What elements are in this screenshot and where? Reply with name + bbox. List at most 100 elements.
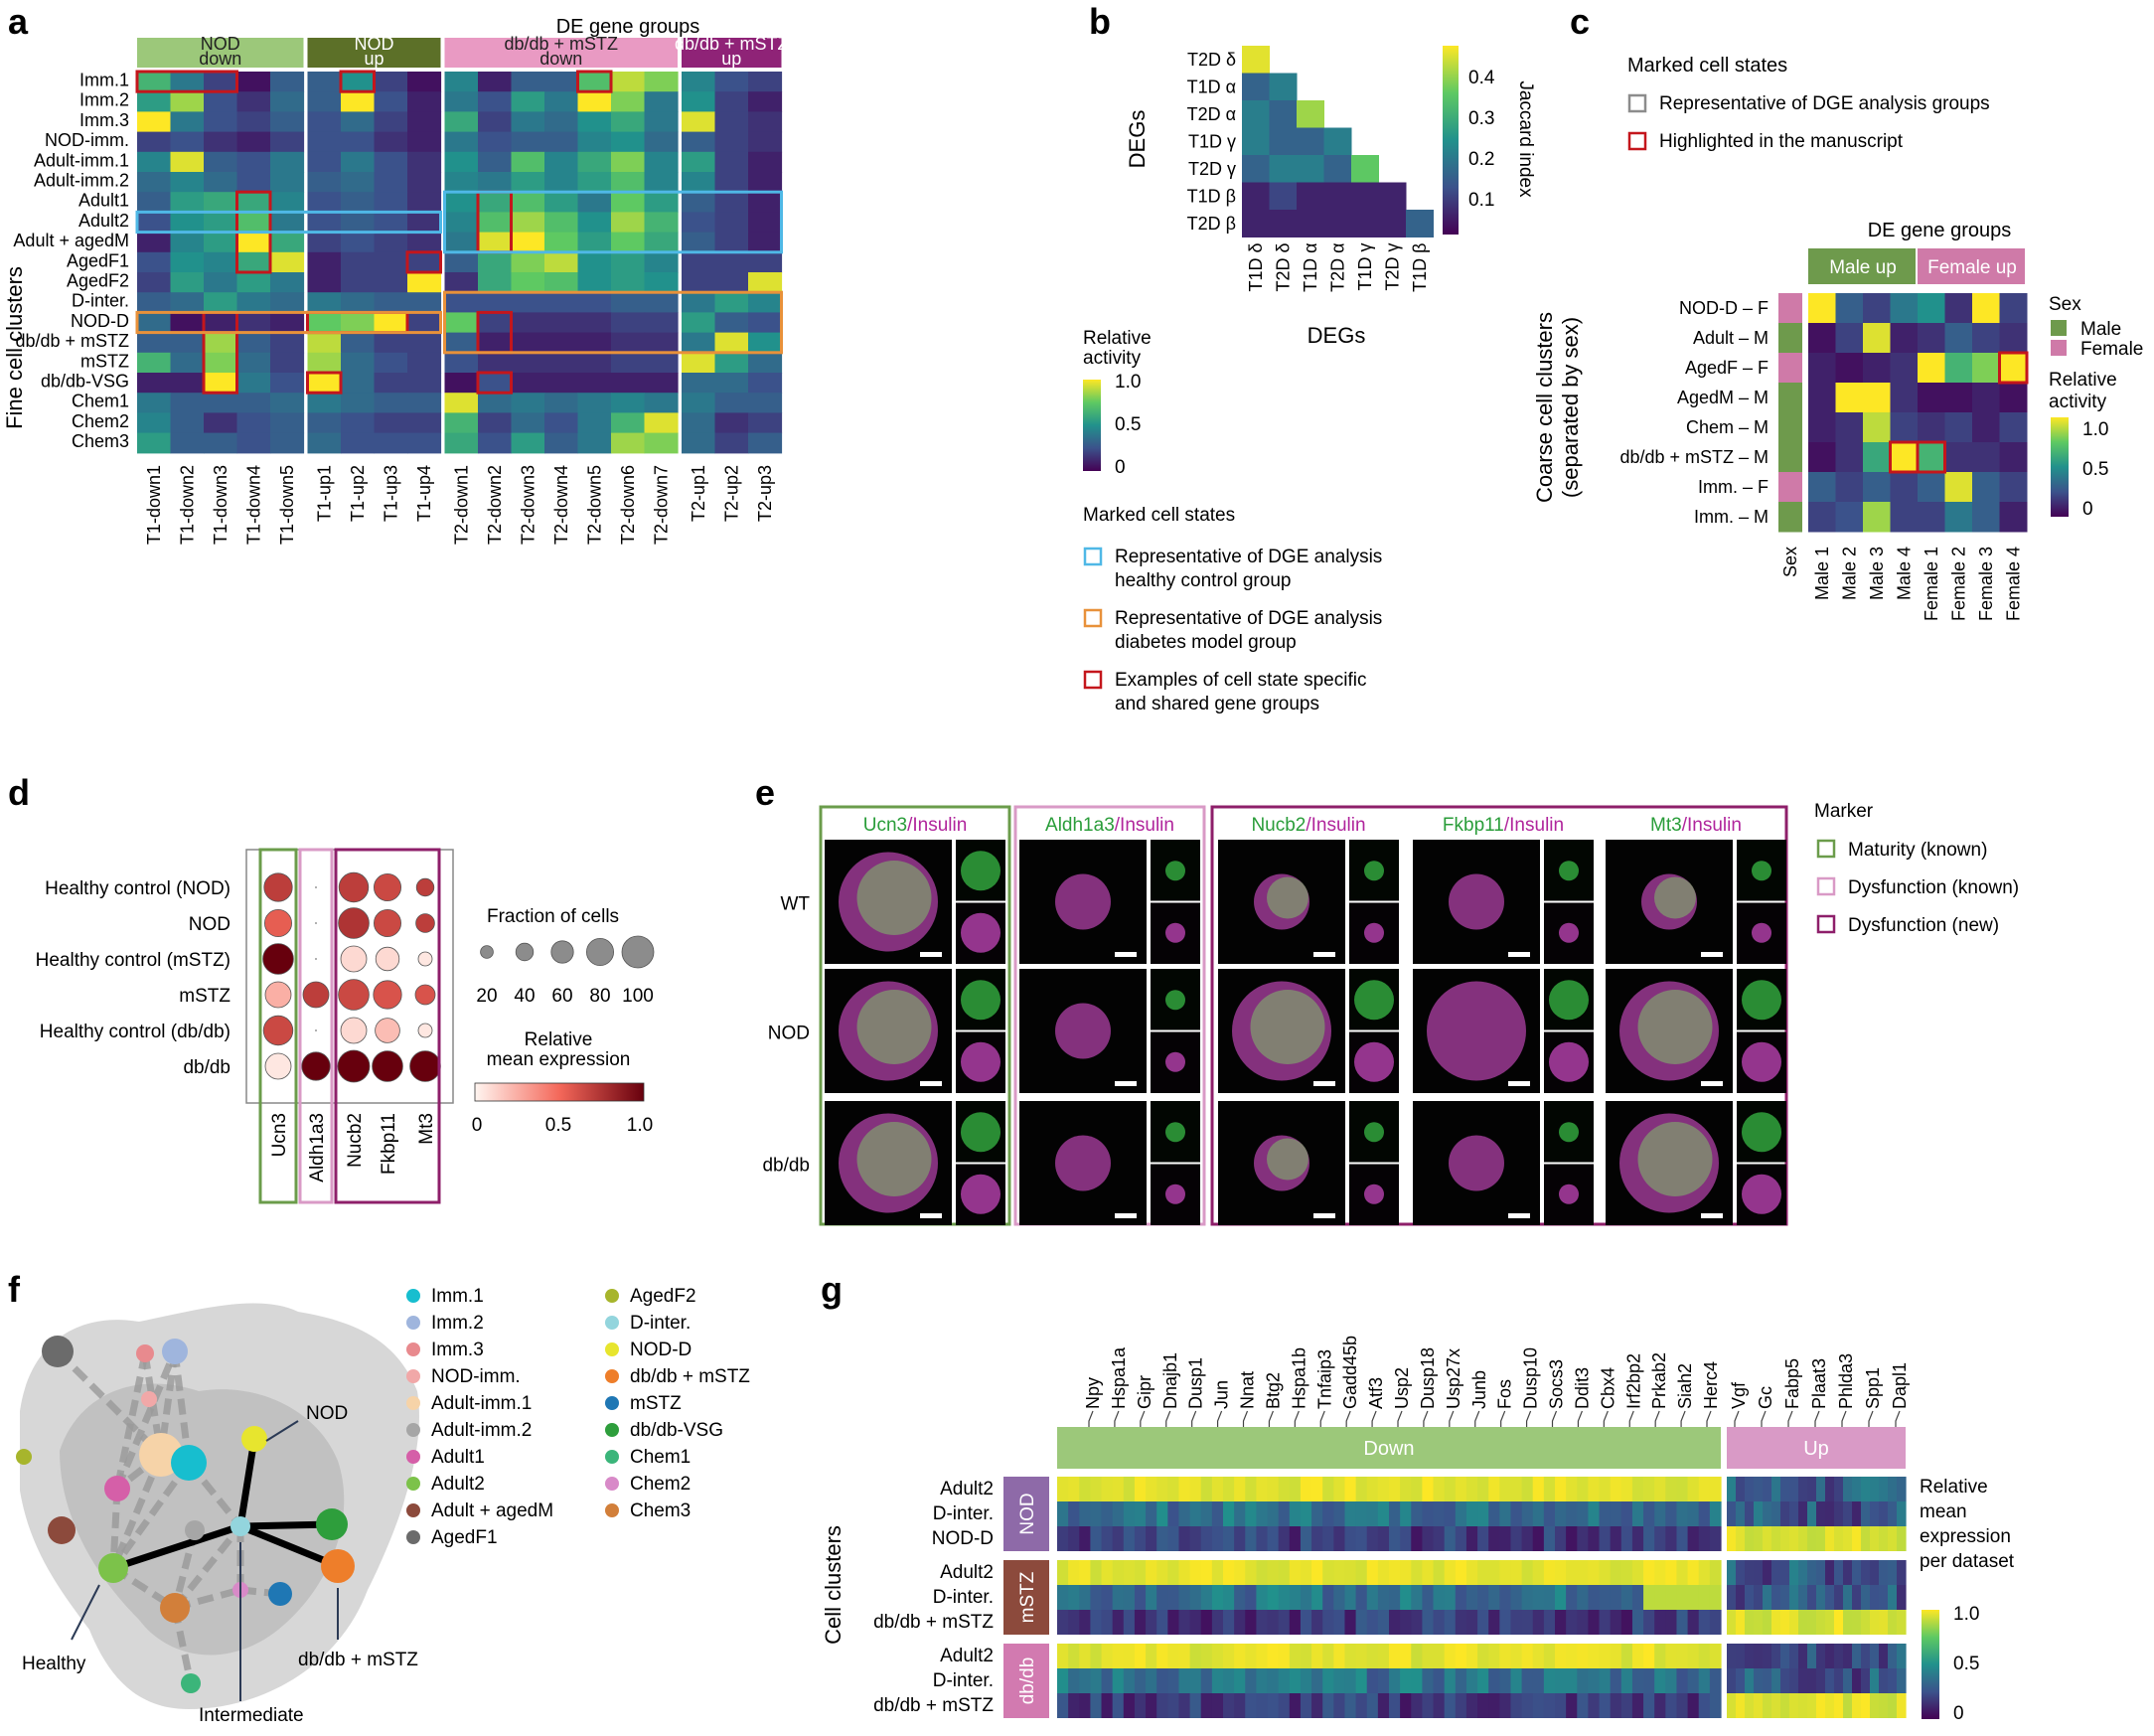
expression-cell [1798, 1693, 1808, 1718]
heatmap-cell [644, 151, 679, 173]
heatmap-cell [137, 72, 172, 92]
expression-cell [1825, 1644, 1835, 1668]
group-header-label: Female up [1927, 257, 2017, 278]
expression-cell [1488, 1477, 1500, 1501]
expression-cell [1532, 1560, 1545, 1585]
colorbar-tick: 0.1 [1468, 190, 1494, 211]
expression-cell [1676, 1644, 1689, 1668]
sex-cell [1778, 472, 1802, 503]
dot [338, 871, 370, 903]
heatmap-cell [644, 192, 679, 213]
islet-green-thumb [1354, 980, 1394, 1021]
expression-cell [1577, 1477, 1589, 1501]
heatmap-cell [307, 373, 342, 394]
heatmap-cell [444, 192, 479, 213]
expression-cell [1189, 1526, 1202, 1551]
heatmap-cell [270, 212, 305, 234]
row-label: Adult1 [78, 191, 129, 211]
islet-insulin [1055, 1135, 1111, 1191]
annotation-arrow [71, 1584, 100, 1641]
expression-cell [1200, 1644, 1213, 1668]
heatmap-cell [374, 332, 408, 354]
legend-dot [406, 1503, 420, 1517]
group-header-2 [444, 38, 678, 68]
heatmap-cell [748, 292, 783, 313]
expression-cell [1333, 1610, 1346, 1635]
heatmap-cell [714, 72, 749, 92]
heatmap-cell [611, 232, 646, 253]
expression-cell [1344, 1501, 1357, 1526]
group-header-0 [137, 38, 304, 68]
heatmap-cell [170, 172, 205, 193]
expression-cell [1631, 1610, 1644, 1635]
legend-label: Representative of DGE analysis groups [1659, 93, 1990, 114]
heatmap-cell [1972, 472, 2000, 503]
heatmap-cell [137, 151, 172, 173]
expression-cell [1455, 1477, 1467, 1501]
heatmap-cell [444, 272, 479, 293]
expression-cell [1411, 1477, 1423, 1501]
heatmap-cell [682, 72, 716, 92]
heatmap-cell [577, 352, 612, 374]
expression-cell [1123, 1644, 1136, 1668]
gene-tick [1551, 1410, 1558, 1427]
expression-cell [1654, 1585, 1666, 1610]
legend-swatch [1816, 914, 1836, 934]
expression-cell [1079, 1610, 1091, 1635]
expression-cell [1366, 1526, 1379, 1551]
col-label: Male 1 [1812, 547, 1832, 600]
heatmap-cell [511, 352, 545, 374]
heatmap-cell [341, 312, 376, 334]
row-label: db/db + mSTZ [873, 1695, 994, 1716]
colorbar-title: activity [2049, 392, 2107, 412]
expression-cell [1322, 1668, 1334, 1693]
legend-label: D-inter. [630, 1313, 691, 1334]
gene-label: Dapl1 [1890, 1362, 1910, 1409]
col-label: T2D α [1327, 243, 1347, 292]
heatmap-cell [270, 312, 305, 334]
expression-cell [1897, 1501, 1907, 1526]
col-label: T2-down7 [651, 465, 671, 545]
heatmap-cell [1944, 323, 1973, 354]
expression-cell [1798, 1560, 1808, 1585]
red-box [405, 250, 442, 274]
gene-label: Npy [1083, 1377, 1103, 1409]
heatmap-cell [544, 151, 579, 173]
heatmap-cell [748, 251, 783, 273]
expression-cell [1311, 1610, 1323, 1635]
colorbar-tick: 1.0 [1115, 372, 1141, 393]
expression-cell [1665, 1560, 1678, 1585]
expression-cell [1256, 1560, 1269, 1585]
expression-cell [1566, 1693, 1578, 1718]
expression-cell [1665, 1501, 1678, 1526]
expression-cell [1789, 1526, 1799, 1551]
heatmap-cell [137, 111, 172, 133]
heatmap-cell [236, 251, 271, 273]
expression-cell [1068, 1526, 1080, 1551]
row-label: Chem1 [72, 392, 129, 411]
expression-cell [1816, 1585, 1826, 1610]
heatmap-cell [374, 212, 408, 234]
row-label: NOD-D [71, 311, 129, 331]
row-label: Adult2 [940, 1562, 994, 1583]
expression-cell [1300, 1668, 1312, 1693]
legend-dot [605, 1289, 619, 1303]
expression-cell [1521, 1693, 1534, 1718]
expression-cell [1771, 1610, 1781, 1635]
expression-cell [1389, 1644, 1401, 1668]
expression-cell [1156, 1693, 1168, 1718]
expression-cell [1267, 1693, 1280, 1718]
expression-cell [1300, 1501, 1312, 1526]
heatmap-cell [137, 412, 172, 434]
heatmap-cell [341, 91, 376, 112]
col-label: T2-down1 [451, 465, 471, 545]
dataset-label: NOD [1017, 1493, 1038, 1534]
expression-cell [1223, 1477, 1235, 1501]
expression-cell [1698, 1477, 1711, 1501]
heatmap-cell [577, 373, 612, 394]
expression-cell [1499, 1668, 1512, 1693]
expression-cell [1245, 1560, 1257, 1585]
expression-cell [1211, 1693, 1224, 1718]
state-box [135, 310, 442, 335]
expression-cell [1234, 1610, 1246, 1635]
